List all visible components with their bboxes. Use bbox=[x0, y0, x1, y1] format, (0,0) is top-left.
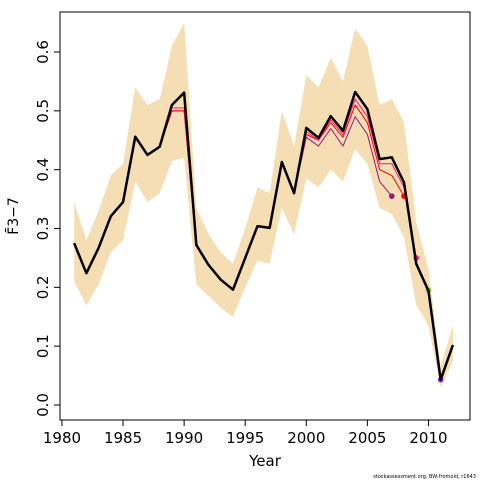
x-tick-label: 1985 bbox=[104, 429, 142, 447]
y-tick-label: 0.6 bbox=[34, 40, 52, 64]
y-tick-label: 0.2 bbox=[34, 275, 52, 299]
y-tick-label: 0.3 bbox=[34, 217, 52, 241]
y-tick-label: 0.1 bbox=[34, 334, 52, 358]
footnote: stockassessment.org, BW-fromold, r1643 bbox=[373, 474, 476, 480]
x-tick-label: 2005 bbox=[348, 429, 386, 447]
main-line bbox=[73, 90, 455, 381]
x-tick-label: 2000 bbox=[287, 429, 325, 447]
retro-endpoint bbox=[389, 193, 395, 199]
y-tick-label: 0.4 bbox=[34, 158, 52, 182]
x-tick-label: 1995 bbox=[226, 429, 264, 447]
y-axis-label: F̄3−7 bbox=[4, 197, 22, 235]
y-tick-label: 0.5 bbox=[34, 99, 52, 123]
x-tick-label: 1990 bbox=[165, 429, 203, 447]
x-axis-label: Year bbox=[248, 452, 282, 470]
x-tick-label: 2010 bbox=[409, 429, 447, 447]
x-tick-label: 1980 bbox=[43, 429, 81, 447]
confidence-band bbox=[74, 22, 453, 388]
y-tick-label: 0.0 bbox=[34, 393, 52, 417]
